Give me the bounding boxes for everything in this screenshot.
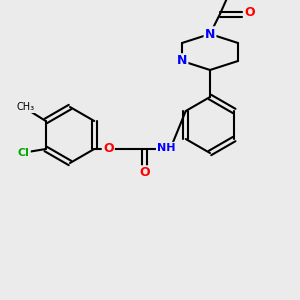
Text: O: O <box>139 167 150 179</box>
Text: N: N <box>177 55 187 68</box>
Text: N: N <box>205 28 215 40</box>
Text: O: O <box>103 142 114 154</box>
Text: Cl: Cl <box>18 148 30 158</box>
Text: NH: NH <box>157 143 176 153</box>
Text: CH₃: CH₃ <box>17 102 35 112</box>
Text: O: O <box>245 7 255 20</box>
